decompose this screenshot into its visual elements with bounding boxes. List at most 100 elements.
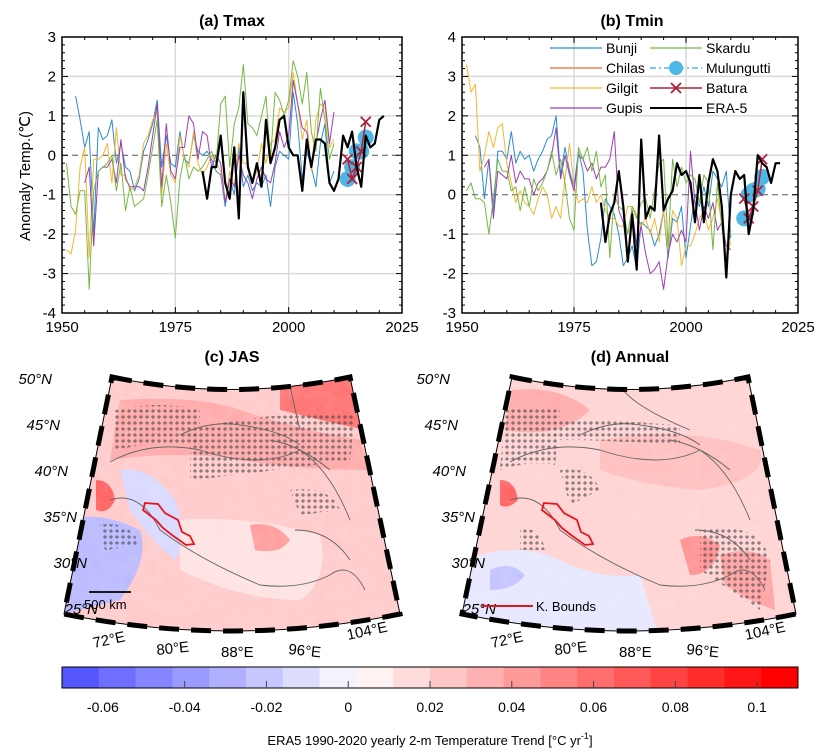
lon-label: 72°E <box>91 628 127 651</box>
colorbar-bin <box>62 667 100 688</box>
lon-label: 88°E <box>619 644 652 661</box>
map-c-stipple-sw <box>100 524 140 550</box>
panel-d-title: (d) Annual <box>591 349 670 366</box>
colorbar-bin <box>687 667 725 688</box>
map-d-frame <box>461 376 797 632</box>
legend-label-gilgit: Gilgit <box>606 80 638 96</box>
y-tick-label: 3 <box>448 68 456 85</box>
panel-a-tmax: (a) Tmax 1950 1975 2000 2025 -4 -3 -2 -1 0 1 2 3 An… <box>17 13 419 336</box>
panel-c-title: (c) JAS <box>204 349 259 366</box>
map-c-stipple-nw <box>115 405 200 450</box>
y-tick-label: 1 <box>448 147 456 164</box>
legend-label-batura: Batura <box>706 80 747 96</box>
x-tick-label: 1975 <box>557 319 590 336</box>
map-d-stipple-sw <box>520 529 545 550</box>
series-marker-mulungutti <box>754 168 771 185</box>
x-tick-label: 2000 <box>669 319 702 336</box>
map-d-legend-label: K. Bounds <box>536 599 596 614</box>
colorbar-bin <box>319 667 357 688</box>
series-marker-batura <box>341 153 354 165</box>
x-tick-label: 2025 <box>385 319 418 336</box>
colorbar-bin <box>209 667 247 688</box>
y-tick-label: -2 <box>43 226 56 243</box>
lon-label: 88°E <box>221 644 254 661</box>
colorbar-bin <box>466 667 505 688</box>
colorbar-bin <box>135 667 173 688</box>
panel-a-title: (a) Tmax <box>199 13 265 30</box>
colorbar-tick-label: 0.08 <box>662 699 689 715</box>
map-c-scale-label: 500 km <box>84 597 127 612</box>
lat-label: 25°N <box>461 601 496 618</box>
x-tick-label: 1975 <box>159 319 192 336</box>
panel-d-field <box>462 377 796 631</box>
colorbar-bin <box>356 667 394 688</box>
colorbar-bin <box>282 667 321 688</box>
panel-b-series <box>466 64 781 290</box>
series-line-gupis <box>483 127 732 290</box>
lat-label: 40°N <box>34 463 68 480</box>
panel-a-ylabel: Anomaly Temp.(℃) <box>17 111 34 241</box>
colorbar-tick-label: 0.1 <box>747 699 767 715</box>
y-tick-label: 2 <box>448 108 456 125</box>
series-line-skardu <box>466 146 732 263</box>
x-tick-label: 1950 <box>445 319 478 336</box>
y-tick-label: -1 <box>443 226 456 243</box>
lon-label: 80°E <box>554 639 588 659</box>
map-d-stipple-c <box>560 469 600 505</box>
series-line-skardu <box>66 60 335 290</box>
panel-a-grid <box>62 37 402 313</box>
legend-label-bunji: Bunji <box>606 40 637 56</box>
colorbar-label: ERA5 1990-2020 yearly 2-m Temperature Tr… <box>267 731 592 748</box>
legend-marker-mulungutti <box>669 61 683 75</box>
panel-b-ticks: 1950 1975 2000 2025 -3 -2 -1 0 1 2 3 4 <box>443 29 815 336</box>
series-line-era-5 <box>599 134 781 279</box>
lat-label: 30°N <box>451 555 485 572</box>
x-tick-label: 1950 <box>45 319 78 336</box>
panel-a-axes-box <box>61 36 403 314</box>
y-tick-label: 3 <box>48 29 56 46</box>
colorbar-bin <box>724 667 762 688</box>
colorbar-tick-label: -0.04 <box>169 699 201 715</box>
lat-label: 40°N <box>432 463 466 480</box>
colorbar-bin <box>172 667 210 688</box>
series-marker-batura <box>346 173 358 185</box>
lat-label: 45°N <box>26 417 60 434</box>
x-tick-label: 2025 <box>781 319 814 336</box>
map-d-stipple-se <box>700 528 770 610</box>
panel-a-ticks: 1950 1975 2000 2025 -4 -3 -2 -1 0 1 2 3 <box>43 29 419 336</box>
colorbar-tick-label: 0.02 <box>416 699 443 715</box>
lat-label: 50°N <box>18 371 52 388</box>
colorbar-label-main: ERA5 1990-2020 yearly 2-m Temperature Tr… <box>267 733 581 748</box>
colorbar: -0.06 -0.04 -0.02 0 0.02 0.04 0.06 0.08 0.1 ERA5… <box>61 666 799 748</box>
colorbar-bin <box>98 667 137 688</box>
lon-label: 72°E <box>489 628 525 651</box>
lat-label: 35°N <box>441 509 475 526</box>
y-tick-label: 1 <box>48 108 56 125</box>
series-marker-batura <box>738 193 750 205</box>
lat-label: 45°N <box>424 417 458 434</box>
colorbar-bin <box>246 667 284 688</box>
map-d-karakoram-outline <box>540 502 595 546</box>
panel-b-title: (b) Tmin <box>600 13 663 30</box>
legend-label-gupis: Gupis <box>606 100 643 116</box>
colorbar-ticks: -0.06 -0.04 -0.02 0 0.02 0.04 0.06 0.08 0.1 <box>87 681 767 715</box>
y-tick-label: -1 <box>43 187 56 204</box>
colorbar-label-sup: -1 <box>581 731 589 741</box>
lon-label: 96°E <box>686 641 720 661</box>
map-d-axis-labels: 25°N 30°N 35°N 40°N 45°N 50°N 72°E 80°E 88°E 96°E… <box>416 371 786 661</box>
map-c-karakoram-outline <box>141 502 196 546</box>
lat-label: 35°N <box>43 509 77 526</box>
series-line-gilgit <box>466 64 732 267</box>
colorbar-bin <box>577 667 615 688</box>
colorbar-bins <box>62 667 799 688</box>
colorbar-tick-label: -0.06 <box>87 699 119 715</box>
panel-a-series <box>66 60 385 290</box>
y-tick-label: 0 <box>48 147 56 164</box>
lon-label: 80°E <box>156 639 190 659</box>
series-line-gupis <box>84 79 335 247</box>
series-line-era-5 <box>201 91 385 220</box>
colorbar-bin <box>503 667 541 688</box>
colorbar-tick-label: -0.02 <box>250 699 282 715</box>
map-c-axis-labels: 25°N 30°N 35°N 40°N 45°N 50°N 72°E 80°E 88°E 96°E… <box>18 371 388 661</box>
